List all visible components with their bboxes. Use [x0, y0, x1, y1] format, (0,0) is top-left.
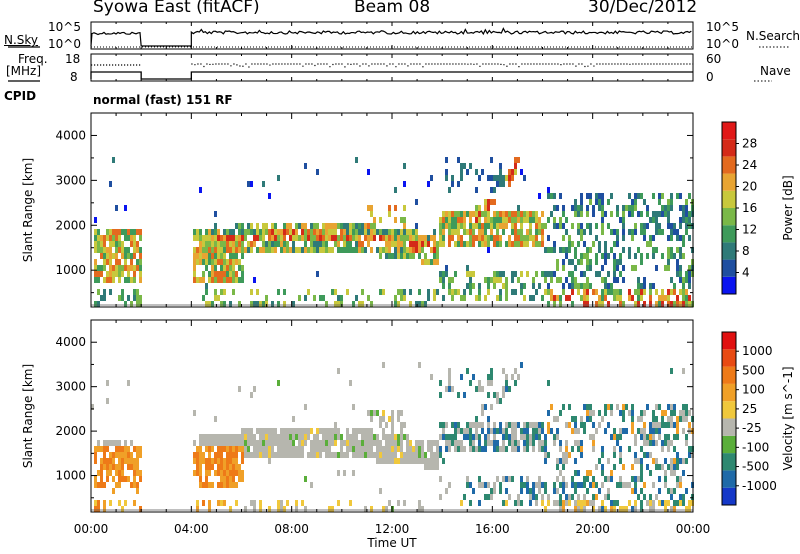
velocity-cbar-swatch-2 — [722, 453, 736, 471]
freq-frame — [90, 53, 694, 82]
date-label: 30/Dec/2012 — [588, 0, 698, 17]
nsky-strip — [90, 21, 694, 50]
power-cbar-label: Power [dB] — [781, 175, 795, 240]
power-cbar-swatch-7 — [722, 156, 736, 174]
velocity-ytick-3: 1000 — [55, 469, 86, 483]
freq-tick-bottom: 8 — [70, 70, 78, 84]
nsky-tick-top: 10^5 — [48, 20, 81, 34]
power-cbar-swatch-1 — [722, 259, 736, 277]
power-cbar-tick-5: 8 — [742, 244, 750, 258]
power-colorbar: 28 24 20 16 12 8 4 Power [dB] — [721, 121, 795, 295]
velocity-cbar-swatch-7 — [722, 366, 736, 384]
nave-tick-bottom: 0 — [706, 70, 714, 84]
nsky-label: N.Sky — [4, 33, 39, 47]
nsky-tick-bottom: 10^0 — [48, 37, 81, 51]
axes: 4000 3000 2000 1000 Slant Range [km] 4000 3000… — [21, 22, 710, 550]
power-cbar-tick-6: 4 — [742, 266, 750, 280]
power-cbar-swatch-6 — [722, 173, 736, 191]
nsky-frame — [90, 21, 694, 50]
power-ytick-2: 2000 — [55, 218, 86, 232]
velocity-ytick-1: 3000 — [55, 380, 86, 394]
xtick-6: 00:00 — [676, 522, 711, 536]
velocity-cbar-tick-4: -25 — [742, 421, 762, 435]
power-cbar-tick-3: 16 — [742, 201, 757, 215]
velocity-cbar-tick-1: 500 — [742, 363, 765, 377]
power-cbar-swatch-3 — [722, 225, 736, 243]
velocity-cbar-swatch-4 — [722, 418, 736, 436]
velocity-cbar-frame — [721, 331, 737, 506]
nsearch-tick-bottom: 10^0 — [706, 37, 739, 51]
freq-tick-top: 18 — [65, 52, 81, 66]
power-ytick-0: 4000 — [55, 128, 86, 142]
power-panel — [90, 112, 694, 308]
xlabel: Time UT — [366, 536, 417, 550]
power-cbar-tick-1: 24 — [742, 158, 757, 172]
power-cbar-swatch-5 — [722, 190, 736, 208]
xtick-3: 12:00 — [375, 522, 410, 536]
nave-trace — [91, 63, 694, 68]
velocity-colorbar: 1000 500 100 25 -25 -100 -500 -1000 Velocity [m … — [721, 331, 795, 506]
nave-label: Nave — [760, 64, 791, 78]
nsearch-label: N.Search — [746, 29, 800, 43]
freq-strip — [8, 46, 790, 82]
velocity-ylabel: Slant Range [km] — [21, 364, 35, 468]
velocity-cbar-swatch-1 — [722, 470, 736, 488]
xtick-2: 08:00 — [274, 522, 309, 536]
xtick-4: 16:00 — [475, 522, 510, 536]
velocity-cbar-tick-3: 25 — [742, 402, 757, 416]
power-cbar-swatch-8 — [722, 139, 736, 157]
velocity-cbar-swatch-6 — [722, 383, 736, 402]
nsky-trace — [90, 27, 692, 47]
velocity-cbar-label: Velocity [m s^-1] — [781, 366, 795, 470]
power-cbar-tick-0: 28 — [742, 137, 757, 151]
power-cbar-tick-4: 12 — [742, 223, 757, 237]
velocity-cbar-tick-6: -500 — [742, 460, 769, 474]
power-cbar-swatch-9 — [722, 122, 736, 140]
velocity-cbar-swatch-8 — [722, 349, 736, 367]
velocity-cbar-swatch-0 — [722, 487, 736, 505]
velocity-ytick-0: 4000 — [55, 335, 86, 349]
velocity-cbar-tick-0: 1000 — [742, 344, 773, 358]
power-cbar-swatch-0 — [722, 276, 736, 294]
power-ylabel: Slant Range [km] — [21, 158, 35, 262]
velocity-cbar-swatch-9 — [722, 332, 736, 350]
xtick-0: 00:00 — [74, 522, 109, 536]
velocity-ytick-2: 2000 — [55, 424, 86, 438]
xtick-1: 04:00 — [174, 522, 209, 536]
power-ytick-3: 1000 — [55, 263, 86, 277]
cpid-label: CPID — [4, 89, 37, 103]
power-cbar-tick-2: 20 — [742, 180, 757, 194]
nsearch-tick-top: 10^5 — [706, 20, 739, 34]
velocity-cbar-swatch-3 — [722, 435, 736, 454]
power-cbar-swatch-4 — [722, 208, 736, 226]
chart-title: Syowa East (fitACF) — [93, 0, 260, 17]
beam-label: Beam 08 — [354, 0, 431, 17]
velocity-panel — [90, 319, 694, 513]
cpid-value: normal (fast) 151 RF — [93, 93, 233, 107]
freq-label-2: [MHz] — [6, 64, 42, 78]
velocity-cbar-tick-5: -100 — [742, 440, 769, 454]
nave-tick-top: 60 — [706, 52, 722, 66]
velocity-cbar-tick-2: 100 — [742, 383, 765, 397]
power-ytick-1: 3000 — [55, 173, 86, 187]
power-cbar-swatch-2 — [722, 242, 736, 260]
velocity-cbar-tick-7: -1000 — [742, 479, 777, 493]
xtick-5: 20:00 — [575, 522, 610, 536]
velocity-cbar-swatch-5 — [722, 401, 736, 419]
freq-label-1: Freq. — [18, 52, 48, 66]
